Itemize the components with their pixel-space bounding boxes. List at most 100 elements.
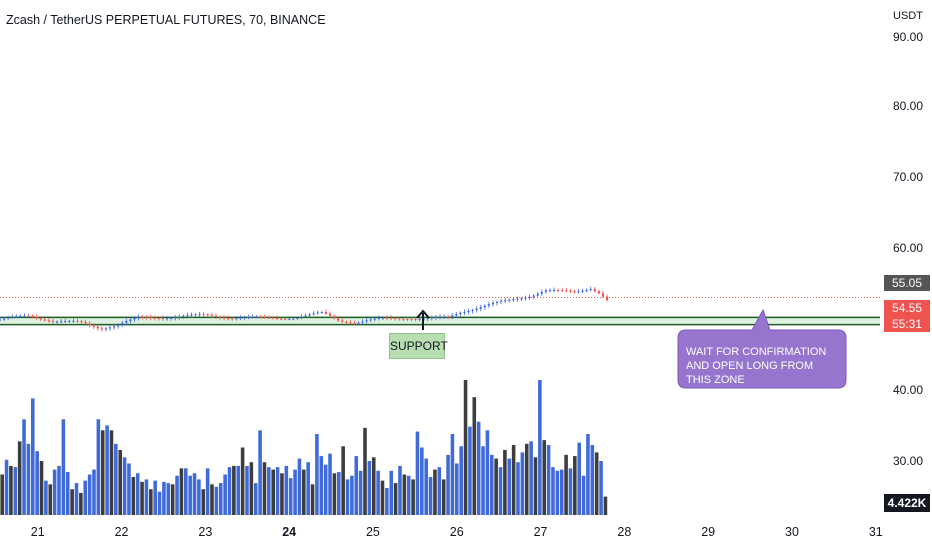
volume-bar xyxy=(302,469,306,515)
candle-body xyxy=(19,315,22,317)
time-tick: 22 xyxy=(114,525,129,539)
volume-bar xyxy=(341,446,345,515)
candle-body xyxy=(516,298,519,300)
candle-body xyxy=(137,316,140,319)
volume-bar xyxy=(127,463,131,515)
candle-body xyxy=(390,317,393,319)
candle-body xyxy=(312,313,315,315)
candle-body xyxy=(361,321,364,323)
volume-bar xyxy=(144,479,149,515)
volume-bar xyxy=(398,465,402,515)
candle-body xyxy=(218,316,222,318)
candle-body xyxy=(544,290,548,292)
candle-body xyxy=(475,308,478,310)
volume-bar xyxy=(149,489,153,515)
candle-body xyxy=(581,290,584,292)
volume-bar xyxy=(555,470,560,515)
price-tick: 30.00 xyxy=(893,454,924,468)
time-tick: 24 xyxy=(282,525,297,539)
time-tick: 31 xyxy=(868,525,883,539)
volume-bar xyxy=(157,491,162,515)
candle-body xyxy=(284,318,287,320)
candle-body xyxy=(292,318,295,320)
volume-bar xyxy=(267,467,271,515)
candle-body xyxy=(125,321,128,323)
volume-bar xyxy=(354,456,359,515)
candle-body xyxy=(104,328,108,330)
candle-body xyxy=(345,321,348,323)
candle-body xyxy=(15,316,18,318)
candle-body xyxy=(308,314,311,316)
volume-bar xyxy=(573,456,577,515)
volume-bar xyxy=(179,468,184,515)
candle-body xyxy=(267,317,270,319)
volume-bar xyxy=(489,454,494,515)
volume-bar xyxy=(455,463,459,515)
price-tick: 90.00 xyxy=(893,30,924,44)
candle-body xyxy=(27,315,30,317)
candle-body xyxy=(341,320,344,322)
candle-body xyxy=(552,290,556,292)
candle-body xyxy=(512,299,515,301)
candle-body xyxy=(280,318,283,320)
volume-bar xyxy=(87,474,92,515)
volume-bar xyxy=(48,484,53,515)
volume-bar xyxy=(131,476,136,515)
candle-body xyxy=(487,304,490,306)
volume-bar xyxy=(328,453,332,515)
candle-body xyxy=(357,322,360,324)
volume-bar xyxy=(17,441,22,515)
candle-body xyxy=(504,300,507,302)
candle-body xyxy=(11,316,14,318)
candle-body xyxy=(153,317,156,319)
volume-bar xyxy=(109,430,114,515)
candle-body xyxy=(438,316,442,318)
volume-bar xyxy=(35,451,39,515)
candle-body xyxy=(508,299,511,301)
volume-bar xyxy=(538,380,542,515)
candle-body xyxy=(520,298,523,300)
candle-body xyxy=(170,317,173,319)
candle-body xyxy=(442,316,446,318)
volume-bar xyxy=(122,457,127,515)
price-candles xyxy=(0,286,609,332)
candle-body xyxy=(569,290,572,292)
time-tick: 30 xyxy=(785,525,799,539)
candle-body xyxy=(157,317,160,319)
candle-body xyxy=(288,318,291,320)
candle-body xyxy=(72,320,75,322)
volume-bar xyxy=(406,475,411,515)
candle-body xyxy=(451,315,454,317)
volume-bar xyxy=(494,458,498,515)
volume-bar xyxy=(83,480,88,515)
candle-body xyxy=(117,324,120,327)
candle-body xyxy=(210,314,213,316)
volume-bar xyxy=(4,459,9,515)
volume-bar xyxy=(175,475,179,515)
volume-bar xyxy=(232,465,236,515)
volume-bar xyxy=(481,446,485,515)
candle-body xyxy=(51,321,55,323)
candle-body xyxy=(190,314,193,316)
candle-body xyxy=(463,311,466,313)
candle-body xyxy=(316,312,319,314)
candle-body xyxy=(182,315,185,317)
candle-body xyxy=(231,318,234,320)
volume-bar xyxy=(437,467,442,515)
candle-body xyxy=(165,318,169,320)
volume-bar xyxy=(542,440,547,515)
candle-body xyxy=(108,327,112,329)
volume-bar xyxy=(323,464,328,515)
volume-bar xyxy=(415,431,420,515)
candle-body xyxy=(0,319,2,321)
candle-body xyxy=(259,316,262,318)
candle-body xyxy=(532,295,535,297)
volume-bar xyxy=(380,480,385,515)
candle-body xyxy=(214,315,218,317)
candle-body xyxy=(275,318,279,320)
time-tick: 28 xyxy=(617,525,632,539)
candle-body xyxy=(353,322,356,324)
volume-bar xyxy=(253,483,258,515)
volume-bar xyxy=(520,452,525,515)
